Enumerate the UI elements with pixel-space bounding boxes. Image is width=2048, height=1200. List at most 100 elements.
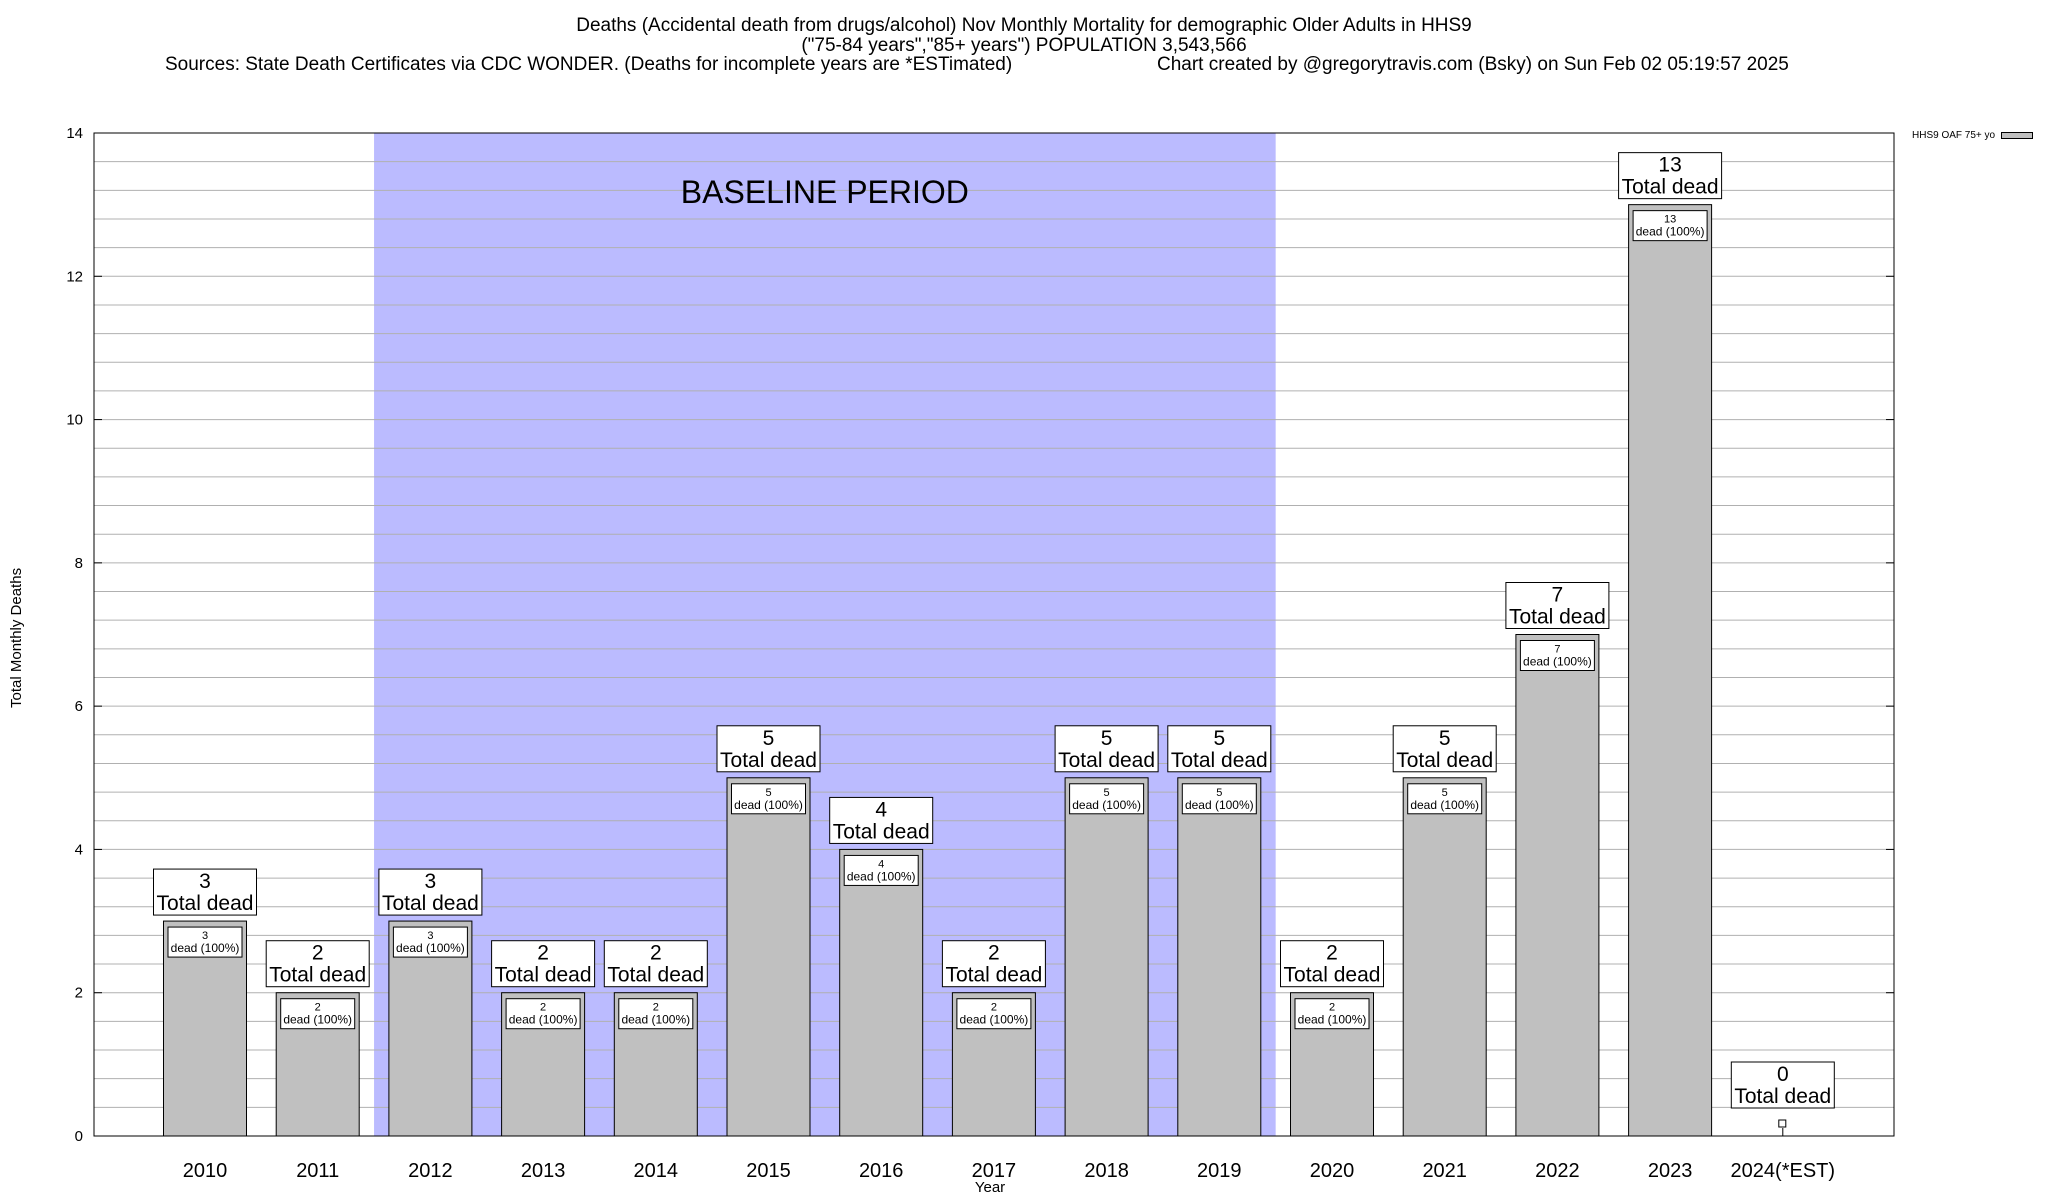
- inner-label-box: [1294, 998, 1370, 1030]
- x-tick-label: 2018: [1084, 1160, 1129, 1182]
- inner-label-box: [505, 998, 581, 1030]
- inner-label-caption: dead (100%): [1410, 798, 1479, 812]
- inner-label-value: 5: [1216, 787, 1222, 799]
- inner-label-caption: dead (100%): [1636, 225, 1705, 239]
- top-label-caption: Total dead: [1058, 749, 1155, 772]
- x-tick-label: 2017: [972, 1160, 1017, 1182]
- chart-credit-line: Chart created by @gregorytravis.com (Bsk…: [1157, 54, 1789, 75]
- top-label-caption: Total dead: [607, 964, 704, 987]
- inner-label-caption: dead (100%): [283, 1013, 352, 1027]
- top-label-caption: Total dead: [945, 964, 1042, 987]
- baseline-period-label: BASELINE PERIOD: [681, 174, 969, 210]
- inner-label-box: [956, 998, 1032, 1030]
- y-tick-label: 8: [75, 555, 83, 572]
- y-tick-label: 0: [75, 1128, 83, 1145]
- top-label-value: 13: [1658, 154, 1681, 177]
- x-tick-label: 2016: [859, 1160, 904, 1182]
- x-tick-label: 2014: [634, 1160, 679, 1182]
- inner-label-caption: dead (100%): [1072, 798, 1141, 812]
- inner-label-caption: dead (100%): [396, 941, 465, 955]
- top-label-box: [716, 725, 821, 773]
- inner-label-box: [1069, 783, 1145, 815]
- top-label-box: [1505, 582, 1610, 629]
- top-label-caption: Total dead: [1622, 176, 1719, 199]
- top-label-caption: Total dead: [833, 820, 930, 843]
- inner-label-box: [1407, 783, 1483, 815]
- x-tick-label: 2012: [408, 1160, 453, 1182]
- top-label-value: 7: [1552, 584, 1564, 607]
- inner-label-value: 2: [540, 1002, 546, 1014]
- top-label-value: 3: [425, 870, 437, 893]
- top-label-box: [1054, 725, 1159, 773]
- x-tick-label: 2021: [1422, 1160, 1467, 1182]
- inner-label-box: [392, 926, 468, 958]
- inner-label-caption: dead (100%): [621, 1013, 690, 1027]
- inner-label-value: 2: [653, 1002, 659, 1014]
- x-tick-label: 2010: [183, 1160, 228, 1182]
- inner-label-value: 7: [1554, 644, 1560, 656]
- chart-sources-line: Sources: State Death Certificates via CD…: [165, 54, 1013, 75]
- inner-label-box: [618, 998, 694, 1030]
- top-label-box: [265, 940, 370, 988]
- inner-label-caption: dead (100%): [1185, 798, 1254, 812]
- top-label-value: 2: [1326, 942, 1338, 965]
- x-tick-label: 2011: [296, 1160, 339, 1182]
- top-label-caption: Total dead: [1284, 964, 1381, 987]
- bar-2023: [1628, 204, 1713, 1137]
- x-tick-label: 2024(*EST): [1731, 1160, 1836, 1182]
- x-tick-label: 2013: [521, 1160, 566, 1182]
- inner-label-caption: dead (100%): [734, 798, 803, 812]
- inner-label-caption: dead (100%): [1523, 655, 1592, 669]
- y-tick-label: 14: [66, 125, 83, 142]
- top-label-caption: Total dead: [1509, 606, 1606, 629]
- x-tick-label: 2023: [1648, 1160, 1693, 1182]
- top-label-value: 4: [875, 798, 887, 821]
- top-label-box: [1730, 1061, 1835, 1109]
- inner-label-value: 5: [1442, 787, 1448, 799]
- inner-label-caption: dead (100%): [847, 869, 916, 883]
- inner-label-box: [1519, 640, 1595, 671]
- bar-2018: [1064, 777, 1149, 1137]
- top-label-box: [1280, 940, 1384, 988]
- inner-label-value: 13: [1664, 214, 1676, 226]
- x-tick-label: 2020: [1310, 1160, 1355, 1182]
- inner-label-box: [167, 926, 243, 958]
- top-label-value: 2: [312, 942, 324, 965]
- bar-2022: [1515, 634, 1600, 1137]
- chart-title-line-2: ("75-84 years","85+ years") POPULATION 3…: [801, 35, 1247, 56]
- top-label-caption: Total dead: [157, 892, 254, 915]
- legend-swatch: [2001, 132, 2034, 139]
- zero-point-2024(*EST): [1778, 1119, 1787, 1128]
- inner-label-value: 2: [1329, 1002, 1335, 1014]
- inner-label-caption: dead (100%): [171, 941, 240, 955]
- y-tick-label: 12: [66, 268, 83, 285]
- top-label-box: [1167, 725, 1272, 773]
- chart-title-line-1: Deaths (Accidental death from drugs/alco…: [576, 15, 1472, 36]
- inner-label-caption: dead (100%): [960, 1013, 1029, 1027]
- inner-label-caption: dead (100%): [1298, 1013, 1367, 1027]
- top-label-value: 2: [650, 942, 662, 965]
- y-tick-label: 6: [75, 698, 83, 715]
- x-axis-label: Year: [974, 1179, 1006, 1196]
- top-label-caption: Total dead: [1171, 749, 1268, 772]
- x-tick-label: 2015: [746, 1160, 791, 1182]
- top-label-box: [941, 940, 1046, 988]
- inner-label-box: [1181, 783, 1257, 815]
- inner-label-box: [280, 998, 356, 1030]
- bar-2016: [839, 848, 924, 1137]
- x-tick-label: 2022: [1535, 1160, 1580, 1182]
- top-label-box: [1618, 152, 1723, 200]
- legend-label: HHS9 OAF 75+ yo: [1912, 130, 1996, 141]
- top-label-value: 5: [1101, 727, 1113, 750]
- top-label-caption: Total dead: [1396, 749, 1493, 772]
- top-label-box: [153, 868, 257, 916]
- bar-2019: [1177, 777, 1262, 1137]
- top-label-value: 5: [1439, 727, 1451, 750]
- top-label-box: [829, 796, 934, 844]
- inner-label-box: [843, 854, 919, 886]
- y-axis-label: Total Monthly Deaths: [8, 567, 25, 708]
- legend: HHS9 OAF 75+ yo: [1912, 130, 2034, 141]
- inner-label-caption: dead (100%): [509, 1013, 578, 1027]
- inner-label-value: 5: [765, 787, 771, 799]
- bar-2021: [1402, 777, 1487, 1137]
